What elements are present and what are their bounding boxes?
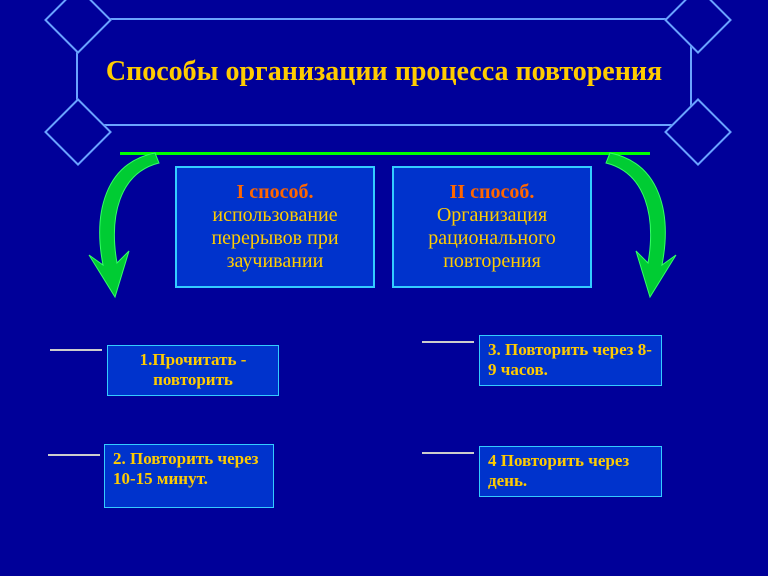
step-box-4: 4 Повторить через день. xyxy=(479,446,662,497)
method-title: I способ. xyxy=(236,181,313,204)
step-box-2: 2. Повторить через 10-15 минут. xyxy=(104,444,274,508)
method-body: использование перерывов при заучивании xyxy=(185,204,365,273)
method-body: Организация рационального повторения xyxy=(402,204,582,273)
method-title: II способ. xyxy=(450,181,535,204)
method-box-2: II способ.Организация рационального повт… xyxy=(392,166,592,288)
step-connector xyxy=(422,452,474,454)
step-connector xyxy=(50,349,102,351)
step-box-3: 3. Повторить через 8-9 часов. xyxy=(479,335,662,386)
arrow-bar xyxy=(120,152,650,155)
curved-arrow-right-icon xyxy=(600,143,680,303)
arrow-path xyxy=(606,153,676,297)
arrow-path xyxy=(89,153,159,297)
title-frame: Способы организации процесса повторения xyxy=(76,18,692,126)
curved-arrow-left-icon xyxy=(85,143,165,303)
page-title: Способы организации процесса повторения xyxy=(106,57,662,88)
step-connector xyxy=(422,341,474,343)
method-box-1: I способ.использование перерывов при зау… xyxy=(175,166,375,288)
step-connector xyxy=(48,454,100,456)
step-box-1: 1.Прочитать - повторить xyxy=(107,345,279,396)
